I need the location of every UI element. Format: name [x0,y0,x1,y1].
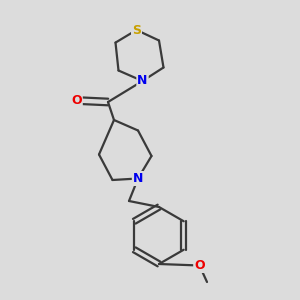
Text: N: N [133,172,143,185]
Text: O: O [71,94,82,107]
Text: O: O [194,259,205,272]
Text: S: S [132,23,141,37]
Text: N: N [137,74,148,88]
